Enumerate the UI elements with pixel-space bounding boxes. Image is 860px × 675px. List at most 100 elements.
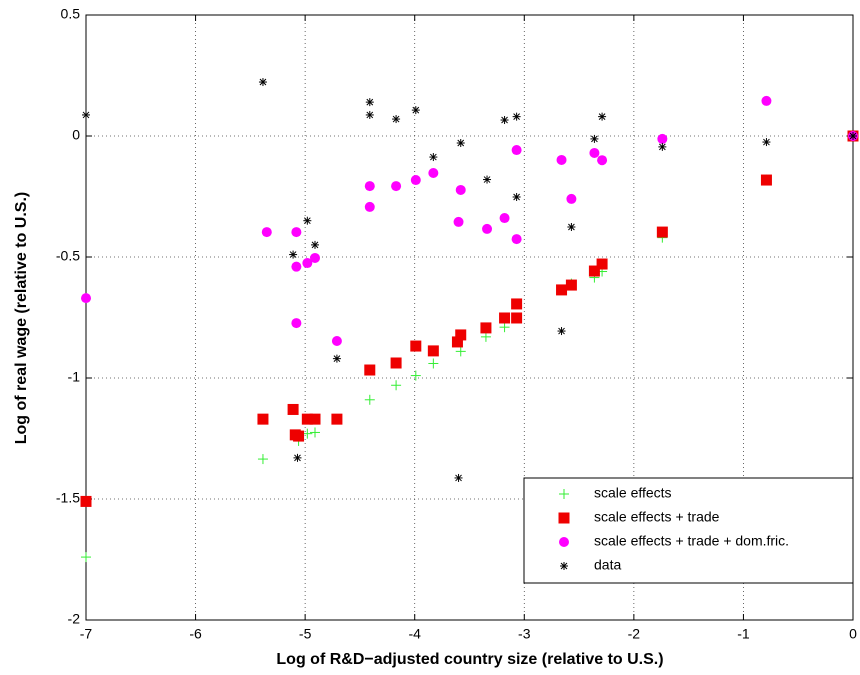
marker-stroke	[763, 138, 770, 146]
marker-circle	[566, 193, 577, 204]
point	[589, 147, 600, 158]
point	[390, 357, 402, 369]
point	[303, 216, 312, 225]
marker-circle	[410, 175, 421, 186]
marker-square	[480, 322, 492, 334]
marker-circle	[597, 155, 608, 166]
marker-square	[257, 413, 269, 425]
marker-stroke	[82, 111, 90, 119]
point	[511, 312, 523, 324]
x-tick-label: -7	[80, 626, 93, 642]
point	[565, 279, 577, 291]
marker-stroke	[513, 113, 520, 120]
point	[480, 331, 491, 342]
marker-circle	[657, 133, 668, 144]
point	[451, 336, 463, 348]
point	[310, 252, 321, 263]
marker-circle	[556, 154, 567, 165]
point	[597, 155, 608, 166]
y-tick-label: -2	[68, 611, 81, 627]
legend-marker	[559, 537, 569, 547]
marker-square	[565, 279, 577, 291]
point	[391, 181, 402, 192]
marker-circle	[310, 252, 321, 263]
point	[257, 413, 269, 425]
marker-stroke	[366, 98, 374, 106]
x-tick-label: -4	[408, 626, 421, 642]
point	[301, 413, 313, 425]
point	[499, 213, 510, 224]
point	[556, 284, 568, 296]
x-tick-label: -2	[628, 626, 641, 642]
marker-circle	[391, 181, 402, 192]
point	[480, 322, 492, 334]
point	[391, 380, 402, 391]
marker-stroke	[457, 139, 465, 147]
point	[656, 226, 668, 238]
marker-square	[80, 495, 92, 507]
legend-label: scale effects	[594, 485, 672, 501]
point	[657, 133, 668, 144]
marker-square	[364, 364, 376, 376]
point	[287, 403, 299, 415]
point	[511, 145, 522, 156]
point	[849, 132, 857, 140]
point	[293, 430, 305, 442]
point	[511, 234, 522, 245]
legend-label: data	[594, 557, 621, 573]
marker-square	[301, 413, 313, 425]
marker-stroke	[658, 143, 666, 151]
point	[454, 473, 463, 482]
y-tick-label: 0.5	[61, 6, 81, 22]
point	[392, 115, 401, 124]
x-tick-label: -6	[189, 626, 202, 642]
marker-square	[760, 174, 772, 186]
point	[428, 358, 439, 369]
point	[365, 98, 374, 107]
marker-stroke	[303, 217, 311, 225]
point	[511, 298, 523, 310]
marker-square	[331, 413, 343, 425]
marker-stroke	[560, 562, 568, 570]
legend-marker	[559, 489, 569, 499]
marker-circle	[81, 293, 91, 304]
point	[257, 454, 268, 465]
x-tick-label: -5	[299, 626, 312, 642]
point	[261, 227, 272, 238]
point	[364, 394, 375, 405]
marker-circle	[455, 184, 466, 195]
marker-stroke	[849, 132, 857, 140]
plot-frame	[85, 14, 854, 621]
point	[455, 346, 466, 357]
point	[566, 193, 577, 204]
marker-square	[410, 340, 422, 352]
point	[302, 258, 313, 269]
y-axis-label: Log of real wage (relative to U.S.)	[13, 192, 30, 445]
marker-stroke	[333, 355, 341, 362]
point	[80, 495, 92, 507]
point	[258, 78, 267, 87]
y-tick-label: 0	[72, 127, 80, 143]
marker-circle	[761, 95, 772, 106]
point	[365, 110, 374, 119]
point	[289, 250, 298, 259]
marker-square	[293, 430, 305, 442]
marker-stroke	[558, 327, 565, 335]
x-tick-label: -3	[518, 626, 531, 642]
point	[512, 112, 521, 121]
marker-stroke	[311, 241, 319, 249]
marker-circle	[589, 147, 600, 158]
marker-square	[287, 403, 299, 415]
point	[364, 181, 375, 192]
point	[557, 327, 566, 336]
point	[429, 153, 438, 162]
marker-circle	[291, 318, 302, 329]
marker-stroke	[455, 474, 462, 482]
point	[499, 322, 510, 333]
marker-stroke	[501, 116, 508, 124]
point	[512, 192, 521, 201]
point	[332, 354, 341, 363]
point	[556, 154, 567, 165]
marker-square	[455, 329, 467, 341]
